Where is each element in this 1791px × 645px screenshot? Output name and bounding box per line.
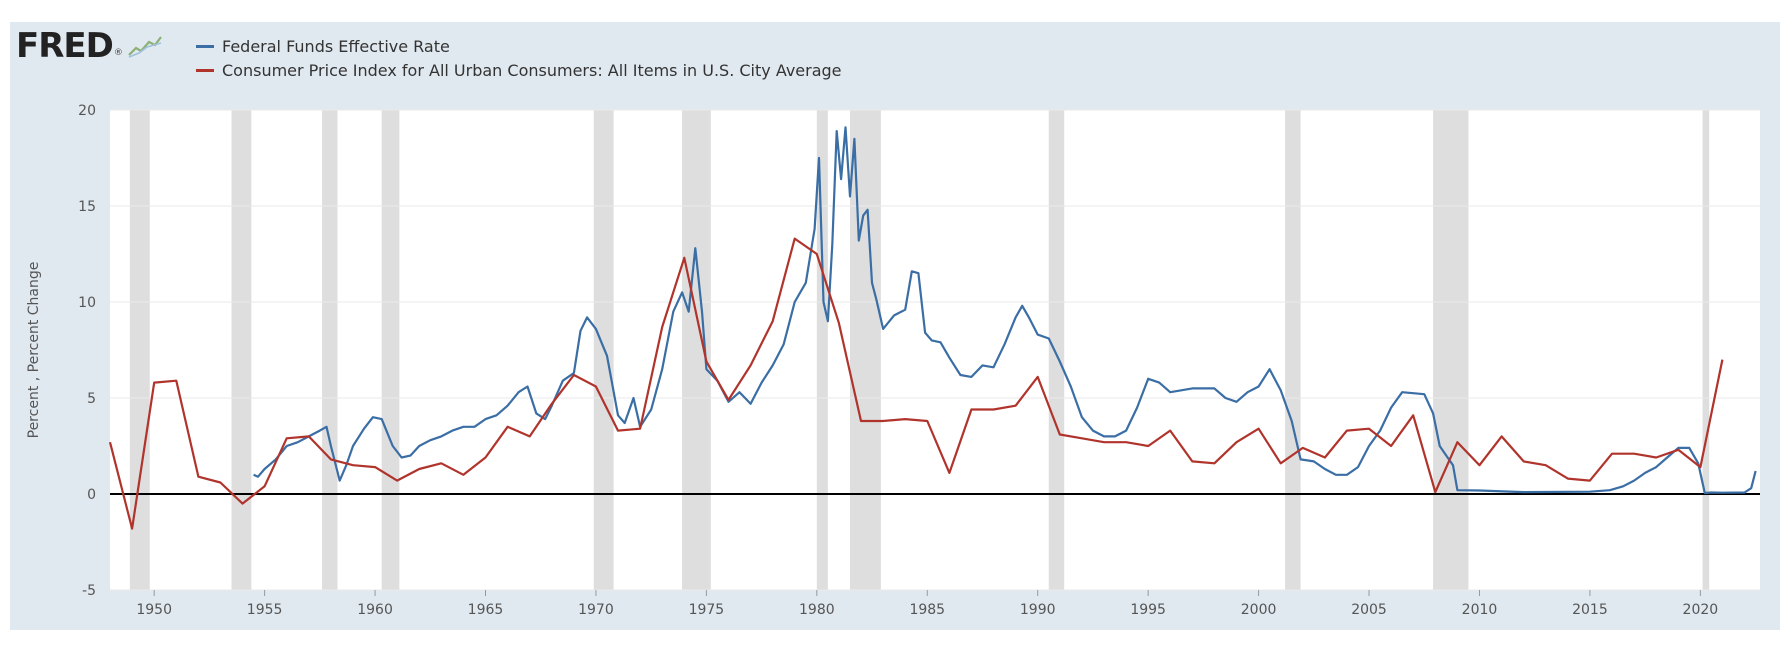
x-tick-label: 1985 bbox=[909, 602, 945, 618]
x-tick-label: 1965 bbox=[468, 602, 504, 618]
recession-band bbox=[816, 110, 828, 590]
recession-band bbox=[129, 110, 150, 590]
x-tick-label: 2015 bbox=[1572, 602, 1608, 618]
legend-swatch-cpi bbox=[196, 68, 214, 72]
recession-band bbox=[682, 110, 711, 590]
y-tick-label: 10 bbox=[78, 295, 96, 311]
recession-band bbox=[1285, 110, 1301, 590]
series-lines bbox=[108, 126, 1757, 530]
y-tick-label: 20 bbox=[78, 103, 96, 119]
x-axis-ticks: 1950 1955 1960 1965 1970 1975 1980 1985 1990 1995… bbox=[136, 590, 1718, 618]
plot-background bbox=[110, 110, 1760, 590]
trend-graph-icon bbox=[128, 36, 162, 58]
registered-mark: ® bbox=[113, 48, 123, 58]
x-tick-label: 1950 bbox=[136, 602, 172, 618]
y-tick-label: 0 bbox=[87, 487, 96, 503]
y-tick-label: 15 bbox=[78, 199, 96, 215]
legend-label-cpi: Consumer Price Index for All Urban Consu… bbox=[222, 60, 842, 80]
x-tick-label: 2005 bbox=[1351, 602, 1387, 618]
recession-band bbox=[849, 110, 881, 590]
y-tick-label: 5 bbox=[87, 391, 96, 407]
recession-band bbox=[231, 110, 252, 590]
y-axis-ticks: -5 0 5 10 15 20 bbox=[78, 103, 96, 599]
x-tick-label: 1975 bbox=[689, 602, 725, 618]
fed-funds-rate-line[interactable] bbox=[253, 126, 1757, 495]
logo-text: FRED bbox=[16, 26, 114, 66]
x-tick-label: 1990 bbox=[1020, 602, 1056, 618]
recession-band bbox=[1048, 110, 1065, 590]
gridlines bbox=[110, 109, 1760, 591]
legend-item-fed-funds[interactable]: Federal Funds Effective Rate bbox=[196, 34, 842, 58]
legend-item-cpi[interactable]: Consumer Price Index for All Urban Consu… bbox=[196, 58, 842, 82]
cpi-line[interactable] bbox=[108, 237, 1724, 530]
fred-logo[interactable]: FRED ® bbox=[16, 26, 163, 66]
y-tick-label: -5 bbox=[82, 583, 96, 599]
recession-band bbox=[1433, 110, 1469, 590]
y-axis-title: Percent , Percent Change bbox=[26, 262, 42, 439]
x-tick-label: 1980 bbox=[799, 602, 835, 618]
x-tick-label: 2000 bbox=[1241, 602, 1277, 618]
recession-band bbox=[322, 110, 338, 590]
x-tick-label: 2020 bbox=[1683, 602, 1719, 618]
recession-band bbox=[381, 110, 400, 590]
chart-legend: Federal Funds Effective Rate Consumer Pr… bbox=[196, 34, 842, 82]
plot-area bbox=[110, 110, 1760, 590]
x-tick-label: 1970 bbox=[578, 602, 614, 618]
x-tick-label: 1995 bbox=[1130, 602, 1166, 618]
legend-swatch-fed-funds bbox=[196, 44, 214, 48]
legend-label-fed-funds: Federal Funds Effective Rate bbox=[222, 36, 450, 56]
x-tick-label: 1955 bbox=[247, 602, 283, 618]
recession-band bbox=[1702, 110, 1710, 590]
x-tick-label: 1960 bbox=[357, 602, 393, 618]
x-tick-label: 2010 bbox=[1462, 602, 1498, 618]
